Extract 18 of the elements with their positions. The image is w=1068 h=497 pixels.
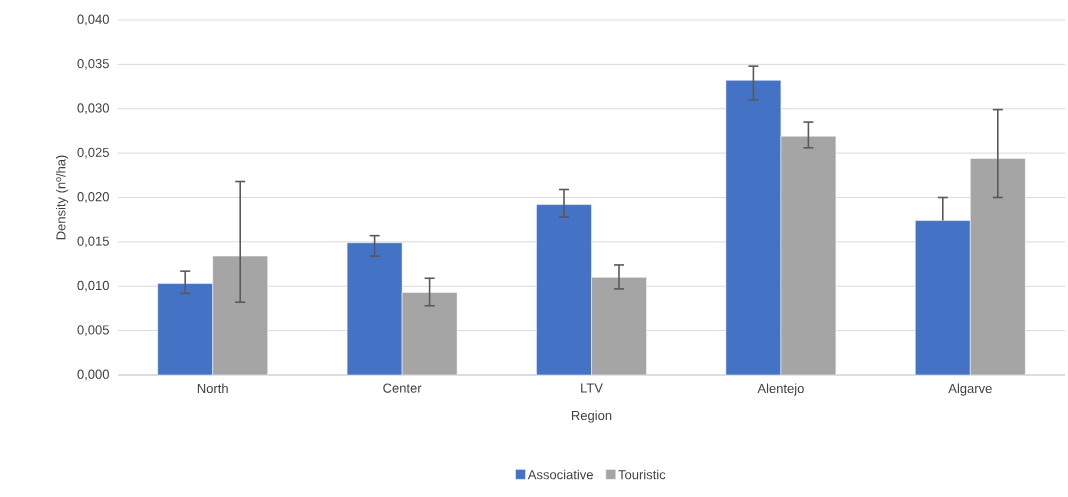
legend-label: Associative (527, 469, 593, 480)
y-tick-label: 0,005 (77, 325, 109, 336)
y-tick-label: 0,025 (77, 147, 109, 159)
x-tick-label: Algarve (948, 383, 992, 396)
y-tick-label: 0,040 (77, 14, 109, 26)
y-tick-label: 0,000 (77, 369, 109, 381)
y-tick-label: 0,015 (77, 236, 109, 248)
y-tick-label: 0,010 (77, 280, 109, 292)
y-tick-label: 0,035 (77, 58, 109, 70)
x-tick-label: North (197, 383, 228, 394)
y-tick-label: 0,020 (77, 192, 109, 203)
x-tick-label: LTV (581, 383, 603, 393)
x-axis-title: Region (571, 410, 612, 423)
y-tick-label: 0,030 (77, 103, 109, 115)
legend-label: Touristic (618, 469, 666, 480)
x-tick-label: Alentejo (757, 383, 804, 396)
x-tick-label: Center (383, 383, 422, 393)
y-axis-title: Density (nº/ha) (55, 155, 69, 240)
